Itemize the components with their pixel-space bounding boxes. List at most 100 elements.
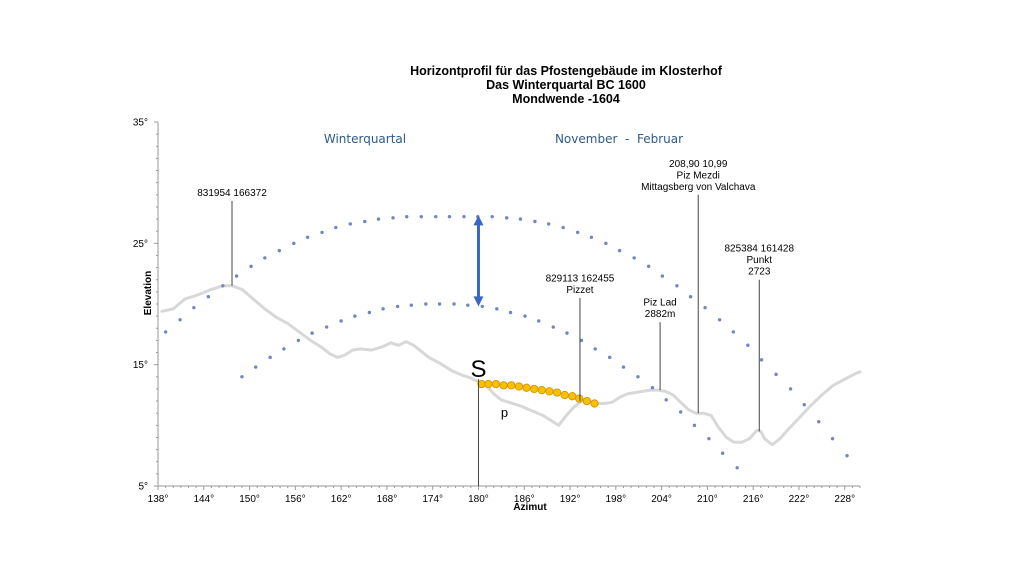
upper-arc-point: [490, 214, 494, 219]
lower-arc-point: [282, 347, 286, 351]
lower-arc-point: [720, 451, 725, 455]
lower-arc-point: [268, 355, 272, 360]
x-tick-label: 216°: [743, 494, 764, 505]
lower-arc-point: [678, 410, 683, 414]
upper-arc-point: [830, 436, 835, 441]
upper-arc-point: [703, 305, 707, 310]
lower-arc-point: [692, 423, 697, 428]
yellow-path-point: [560, 390, 569, 400]
marker-label: Piz Mezdi: [677, 170, 720, 181]
upper-arc-point: [277, 248, 282, 253]
upper-arc-point: [221, 284, 225, 288]
lower-arc-point: [523, 314, 527, 318]
lower-arc-point: [508, 310, 513, 315]
upper-arc-point: [688, 295, 693, 299]
x-axis-label: Azimut: [513, 502, 547, 513]
upper-arc-point: [604, 241, 608, 246]
lower-arc-point: [452, 302, 456, 306]
yellow-path-point: [575, 394, 584, 403]
yellow-path-point: [491, 379, 501, 389]
upper-arc-point: [788, 387, 793, 391]
chart-title-line-3: Mondwende -1604: [512, 92, 620, 106]
horizon-profile-line: [160, 284, 862, 447]
upper-arc-point: [320, 230, 324, 235]
upper-arc-point: [334, 225, 338, 230]
yellow-path-point: [499, 381, 508, 390]
axes: 5° 15° 25° 35° 138° 144° 150° 156° 162° 168° 174° 1…: [133, 118, 861, 505]
lower-arc-point: [324, 325, 329, 329]
chart-title-line-1: Horizontprofil für das Pfostengebäude im…: [410, 64, 723, 78]
x-tick-label: 156°: [285, 494, 306, 505]
marker-label: 831954 166372: [197, 188, 267, 199]
x-tick-label: 210°: [697, 494, 718, 505]
upper-arc-point: [561, 225, 565, 230]
lower-arc-point: [466, 303, 470, 307]
upper-arc-point: [575, 230, 580, 235]
upper-arc-point: [589, 235, 594, 239]
marker-label: Pizzet: [566, 285, 593, 296]
lower-arc-point: [735, 466, 739, 470]
lower-arc-point: [537, 319, 541, 323]
x-tick-label: 180°: [468, 494, 489, 505]
upper-arc-point: [462, 214, 466, 219]
lower-arc-point: [480, 304, 484, 309]
upper-arc-point: [192, 305, 196, 310]
x-tick-label: 150°: [239, 494, 260, 505]
lower-arc-point: [409, 303, 414, 307]
upper-arc-point: [292, 241, 296, 246]
upper-arc-point: [348, 222, 352, 226]
marker-label: 208,90 10,99: [669, 159, 728, 170]
region-label-winterquartal: Winterquartal: [324, 132, 406, 146]
lower-arc-point: [339, 319, 343, 323]
upper-arc-point: [632, 256, 636, 260]
double-arrow-head-bottom: [473, 296, 484, 307]
yellow-path-point: [537, 386, 546, 395]
upper-arc-point: [234, 274, 239, 278]
lower-arc-point: [424, 302, 428, 306]
lower-arc-point: [437, 302, 442, 306]
upper-arc-point: [405, 214, 409, 219]
y-tick-label: 15°: [133, 360, 148, 371]
yellow-path-point: [568, 392, 577, 401]
x-tick-label: 186°: [514, 494, 535, 505]
marker-label: Punkt: [746, 255, 772, 266]
upper-arc-point: [746, 343, 750, 347]
yellow-path-point: [522, 383, 531, 392]
marker-label: 2882m: [645, 309, 676, 320]
upper-arc-point: [774, 372, 778, 377]
series-layer: [160, 214, 862, 470]
lower-arc-point: [608, 355, 612, 360]
x-tick-label: 228°: [834, 494, 855, 505]
upper-arc-point: [419, 214, 423, 219]
double-arrow-head-top: [473, 215, 484, 226]
upper-arc-point: [163, 330, 168, 334]
upper-arc-point: [376, 217, 381, 221]
yellow-path-point: [530, 384, 539, 394]
lower-arc-point: [395, 304, 400, 309]
upper-arc-point: [505, 216, 509, 220]
lower-arc-point: [593, 347, 597, 351]
upper-arc-point: [617, 248, 622, 253]
upper-arc-point: [845, 453, 849, 458]
x-tick-label: 204°: [651, 494, 672, 505]
lower-arc-point: [367, 310, 372, 315]
lower-arc-point: [240, 375, 244, 379]
x-tick-label: 174°: [422, 494, 443, 505]
lower-arc-point: [381, 307, 385, 311]
x-tick-label: 198°: [605, 494, 626, 505]
x-tick-label: 144°: [193, 494, 214, 505]
upper-arc-point: [391, 216, 395, 220]
marker-label: Mittagsberg von Valchava: [641, 182, 756, 193]
chart-title-line-2: Das Winterquartal BC 1600: [486, 78, 646, 92]
lower-arc-point: [353, 314, 357, 318]
upper-arc-point: [546, 222, 551, 226]
upper-arc-point: [717, 318, 722, 322]
upper-arc-point: [802, 403, 806, 407]
upper-arc-point: [363, 219, 367, 224]
lower-arc-point: [636, 375, 640, 379]
lower-arc-point: [551, 325, 555, 329]
yellow-path-point: [507, 381, 516, 390]
x-tick-label: 168°: [377, 494, 398, 505]
